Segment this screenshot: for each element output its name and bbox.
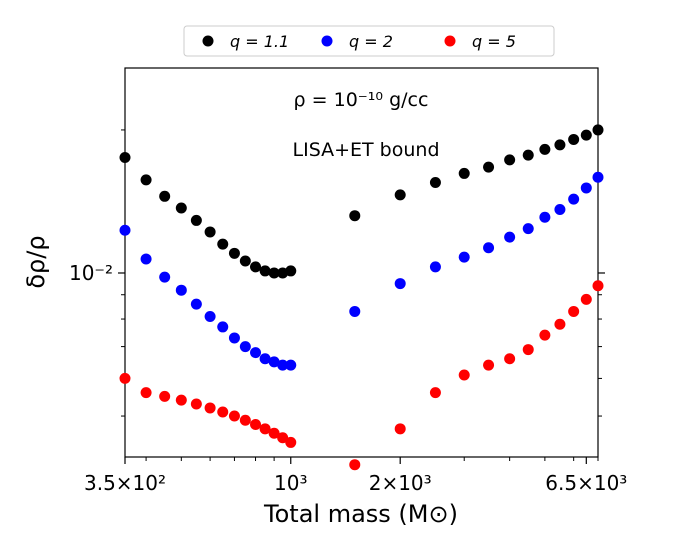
data-point-q-q-5 [204, 402, 216, 414]
data-point-q-q-1-1 [159, 190, 171, 202]
data-point-q-q-2 [277, 359, 289, 371]
data-point-q-q-5 [522, 344, 534, 356]
data-point-q-q-2 [483, 242, 495, 254]
y-axis-label: δρ/ρ [22, 235, 50, 288]
density-annotation: ρ = 10⁻¹⁰ g/cc [294, 89, 429, 111]
data-point-q-q-5 [349, 459, 361, 471]
data-point-q-q-1-1 [592, 124, 604, 136]
data-point-q-q-5 [119, 372, 131, 384]
y-tick-label: 10⁻² [69, 261, 113, 285]
data-point-q-q-2 [458, 251, 470, 263]
data-point-q-q-5 [250, 418, 262, 430]
legend-marker [321, 35, 333, 47]
data-point-q-q-1-1 [204, 226, 216, 238]
data-point-q-q-5 [580, 293, 592, 305]
x-tick-label: 2×10³ [369, 471, 432, 495]
data-point-q-q-5 [429, 387, 441, 399]
data-point-q-q-5 [539, 329, 551, 341]
data-point-q-q-2 [159, 271, 171, 283]
data-point-q-q-1-1 [504, 154, 516, 166]
legend-label: q = 5 [472, 32, 516, 51]
data-point-q-q-2 [140, 253, 152, 265]
data-point-q-q-2 [592, 171, 604, 183]
data-point-q-q-5 [217, 406, 229, 418]
data-point-q-q-2 [539, 211, 551, 223]
data-point-q-q-2 [175, 284, 187, 296]
x-axis-label: Total mass (M⊙) [263, 500, 458, 528]
data-point-q-q-1-1 [175, 202, 187, 214]
data-point-q-q-1-1 [349, 210, 361, 222]
data-point-q-q-1-1 [190, 214, 202, 226]
legend-box [183, 25, 555, 57]
data-point-q-q-5 [285, 436, 297, 448]
data-point-q-q-5 [228, 410, 240, 422]
data-point-q-q-1-1 [228, 247, 240, 259]
data-point-q-q-2 [429, 261, 441, 273]
data-point-q-q-2 [119, 224, 131, 236]
data-point-q-q-1-1 [259, 265, 271, 277]
plot-area-frame [124, 67, 599, 458]
data-point-q-q-5 [592, 280, 604, 292]
data-point-q-q-1-1 [250, 261, 262, 273]
data-point-q-q-1-1 [394, 189, 406, 201]
data-point-q-q-5 [190, 398, 202, 410]
legend-marker [202, 35, 214, 47]
legend: q = 1.1 q = 2 q = 5 [183, 25, 555, 57]
data-point-q-q-5 [458, 369, 470, 381]
data-point-q-q-5 [268, 427, 280, 439]
x-tick-label: 6.5×10³ [545, 471, 627, 495]
data-point-q-q-2 [504, 231, 516, 243]
data-point-q-q-5 [483, 359, 495, 371]
data-point-q-q-1-1 [140, 174, 152, 186]
data-point-q-q-2 [349, 305, 361, 317]
legend-marker [444, 35, 456, 47]
data-point-q-q-2 [554, 204, 566, 216]
data-point-q-q-2 [285, 359, 297, 371]
data-point-q-q-5 [568, 305, 580, 317]
data-point-q-q-2 [228, 332, 240, 344]
legend-label: q = 2 [349, 32, 393, 51]
data-point-q-q-1-1 [239, 255, 251, 267]
data-point-q-q-2 [522, 223, 534, 235]
data-point-q-q-2 [239, 341, 251, 353]
data-point-q-q-2 [217, 321, 229, 333]
data-point-q-q-5 [175, 394, 187, 406]
data-point-q-q-5 [259, 423, 271, 435]
x-tick-label: 10³ [274, 471, 307, 495]
data-point-q-q-1-1 [217, 238, 229, 250]
data-point-q-q-1-1 [119, 151, 131, 163]
data-point-q-q-2 [268, 356, 280, 368]
data-point-q-q-1-1 [458, 167, 470, 179]
data-point-q-q-1-1 [554, 139, 566, 151]
data-point-q-q-5 [239, 414, 251, 426]
data-point-q-q-2 [259, 353, 271, 365]
data-point-q-q-2 [580, 182, 592, 194]
data-point-q-q-1-1 [539, 143, 551, 155]
x-tick-label: 3.5×10² [84, 471, 166, 495]
data-point-q-q-2 [190, 298, 202, 310]
data-point-q-q-1-1 [285, 265, 297, 277]
data-point-q-q-1-1 [580, 129, 592, 141]
data-point-q-q-2 [568, 193, 580, 205]
bound-annotation: LISA+ET bound [293, 139, 440, 161]
data-point-q-q-1-1 [483, 161, 495, 173]
data-point-q-q-2 [204, 310, 216, 322]
data-point-q-q-5 [140, 387, 152, 399]
data-point-q-q-5 [159, 390, 171, 402]
data-point-q-q-2 [394, 278, 406, 290]
legend-label: q = 1.1 [230, 32, 289, 51]
data-point-q-q-2 [250, 347, 262, 359]
data-point-q-q-5 [277, 432, 289, 444]
data-point-q-q-5 [394, 423, 406, 435]
data-point-q-q-1-1 [568, 133, 580, 145]
data-point-q-q-5 [504, 353, 516, 365]
data-point-q-q-1-1 [522, 149, 534, 161]
data-point-q-q-1-1 [268, 267, 280, 279]
data-point-q-q-5 [554, 318, 566, 330]
data-point-q-q-1-1 [429, 177, 441, 189]
